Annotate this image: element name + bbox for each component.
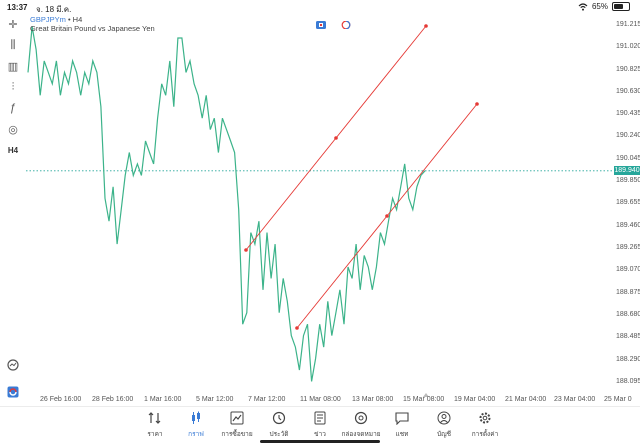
price-axis: 191.215 191.020 190.825 190.630 190.435 190.2… [614, 14, 640, 406]
trendline-handle[interactable] [424, 24, 428, 28]
trendline-handle[interactable] [385, 214, 389, 218]
tab-account[interactable]: บัญชี [421, 411, 467, 439]
tab-mailbox[interactable]: กล่องจดหมาย [338, 411, 384, 439]
tab-chat[interactable]: แชท [379, 411, 425, 439]
wifi-icon [578, 2, 588, 11]
tab-settings[interactable]: การตั้งค่า [462, 411, 508, 439]
time-tick-label: 25 Mar 0 [604, 396, 632, 403]
news-icon [297, 411, 343, 427]
symbol-title: GBPJPYm • H4 [30, 15, 82, 24]
price-tick-label: 190.435 [616, 110, 640, 118]
time-tick-label: 19 Mar 04:00 [454, 396, 496, 403]
time-tick-label: 23 Mar 04:00 [554, 396, 596, 403]
time-tick-label: 13 Mar 08:00 [352, 396, 394, 403]
chart-icon [173, 411, 219, 427]
tab-label: ราคา [147, 431, 163, 438]
tab-history[interactable]: ประวัติ [256, 411, 302, 439]
price-tick-label: 188.680 [616, 311, 640, 319]
tab-news[interactable]: ข่าว [297, 411, 343, 439]
price-tick-label: 189.850 [616, 177, 640, 185]
price-chart[interactable] [26, 14, 614, 406]
price-tick-label: 191.020 [616, 43, 640, 51]
history-icon [256, 411, 302, 427]
tab-label: กราฟ [188, 431, 204, 438]
time-marker-icon [423, 393, 429, 397]
candlestick-icon[interactable]: ⫼ [10, 38, 16, 51]
trendline-handle[interactable] [244, 248, 248, 252]
time-tick-label: 11 Mar 08:00 [300, 396, 341, 403]
price-tick-label: 190.630 [616, 87, 640, 95]
tab-label: กล่องจดหมาย [341, 431, 381, 438]
chat-icon [379, 411, 425, 427]
objects-icon[interactable]: ◎ [8, 123, 18, 136]
price-tick-label: 190.825 [616, 65, 640, 73]
time-tick-label: 5 Mar 12:00 [196, 396, 234, 403]
battery-fill [614, 4, 624, 9]
time-tick-label: 15 Mar 08:00 [403, 396, 445, 403]
battery-percent: 65% [591, 2, 608, 11]
trendline-handle[interactable] [295, 326, 299, 330]
price-tick-label: 189.070 [616, 266, 640, 274]
price-tick-label: 188.290 [616, 355, 640, 363]
tab-label: ข่าว [314, 431, 326, 438]
account-icon [421, 411, 467, 427]
tab-label: แชท [395, 431, 409, 438]
price-tick-label: 188.095 [616, 377, 640, 385]
tab-trade[interactable]: การซื้อขาย [214, 411, 260, 439]
chart-area[interactable] [26, 14, 614, 406]
price-tick-label: 191.215 [616, 20, 640, 28]
time-tick-label: 1 Mar 16:00 [144, 396, 182, 403]
tab-quotes[interactable]: ราคา [132, 411, 178, 439]
home-indicator [260, 440, 380, 443]
price-tick-label: 188.875 [616, 288, 640, 296]
trade-icon [214, 411, 260, 427]
status-time: 13:37 [7, 3, 28, 12]
tab-chart[interactable]: กราฟ [173, 411, 219, 439]
mailbox-icon [338, 411, 384, 427]
status-date: จ. 18 มี.ค. [36, 5, 72, 14]
one-click-trading-icon[interactable] [341, 21, 351, 29]
battery-icon [612, 2, 630, 11]
time-tick-label: 7 Mar 12:00 [248, 396, 286, 403]
quotes-icon [132, 411, 178, 427]
current-price-tag: 189.940 [614, 166, 640, 176]
trendline-handle[interactable] [475, 102, 479, 106]
tab-label: การซื้อขาย [221, 431, 253, 438]
time-tick-label: 21 Mar 04:00 [505, 396, 547, 403]
price-tick-label: 189.265 [616, 244, 640, 252]
price-tick-label: 190.240 [616, 132, 640, 140]
timeframe-h4[interactable]: H4 [7, 145, 19, 155]
settings-icon [462, 411, 508, 427]
status-bar: 13:37 จ. 18 มี.ค. 65% [0, 0, 640, 14]
tab-label: การตั้งค่า [471, 431, 499, 438]
crosshair-icon[interactable]: ✛ [8, 18, 18, 31]
price-line [27, 26, 426, 382]
function-icon[interactable]: ƒ [9, 102, 17, 114]
symbol-name: GBPJPYm [30, 15, 66, 24]
monitor-icon[interactable] [4, 357, 22, 373]
price-tick-label: 188.485 [616, 333, 640, 341]
price-tick-label: 189.655 [616, 199, 640, 207]
trade-signal-icon[interactable] [316, 21, 326, 29]
mt-logo-icon[interactable] [4, 384, 22, 400]
trendline-handle[interactable] [334, 136, 338, 140]
time-tick-label: 26 Feb 16:00 [40, 396, 82, 403]
time-axis: 26 Feb 16:00 28 Feb 16:00 1 Mar 16:00 5 Mar… [26, 394, 632, 406]
symbol-description: Great Britain Pound vs Japanese Yen [30, 24, 155, 33]
tab-label: ประวัติ [269, 431, 289, 438]
left-toolbar: ✛ ⫼ ▥ ⫶ ƒ ◎ H4 [0, 14, 26, 406]
time-tick-label: 28 Feb 16:00 [92, 396, 134, 403]
price-tick-label: 189.460 [616, 221, 640, 229]
timeframe-label: • H4 [67, 15, 83, 24]
indicators-icon[interactable]: ⫶ [11, 80, 15, 93]
price-tick-label: 190.045 [616, 154, 640, 162]
status-right: 65% [578, 2, 630, 11]
tab-label: บัญชี [436, 431, 452, 438]
bar-chart-icon[interactable]: ▥ [7, 60, 19, 73]
